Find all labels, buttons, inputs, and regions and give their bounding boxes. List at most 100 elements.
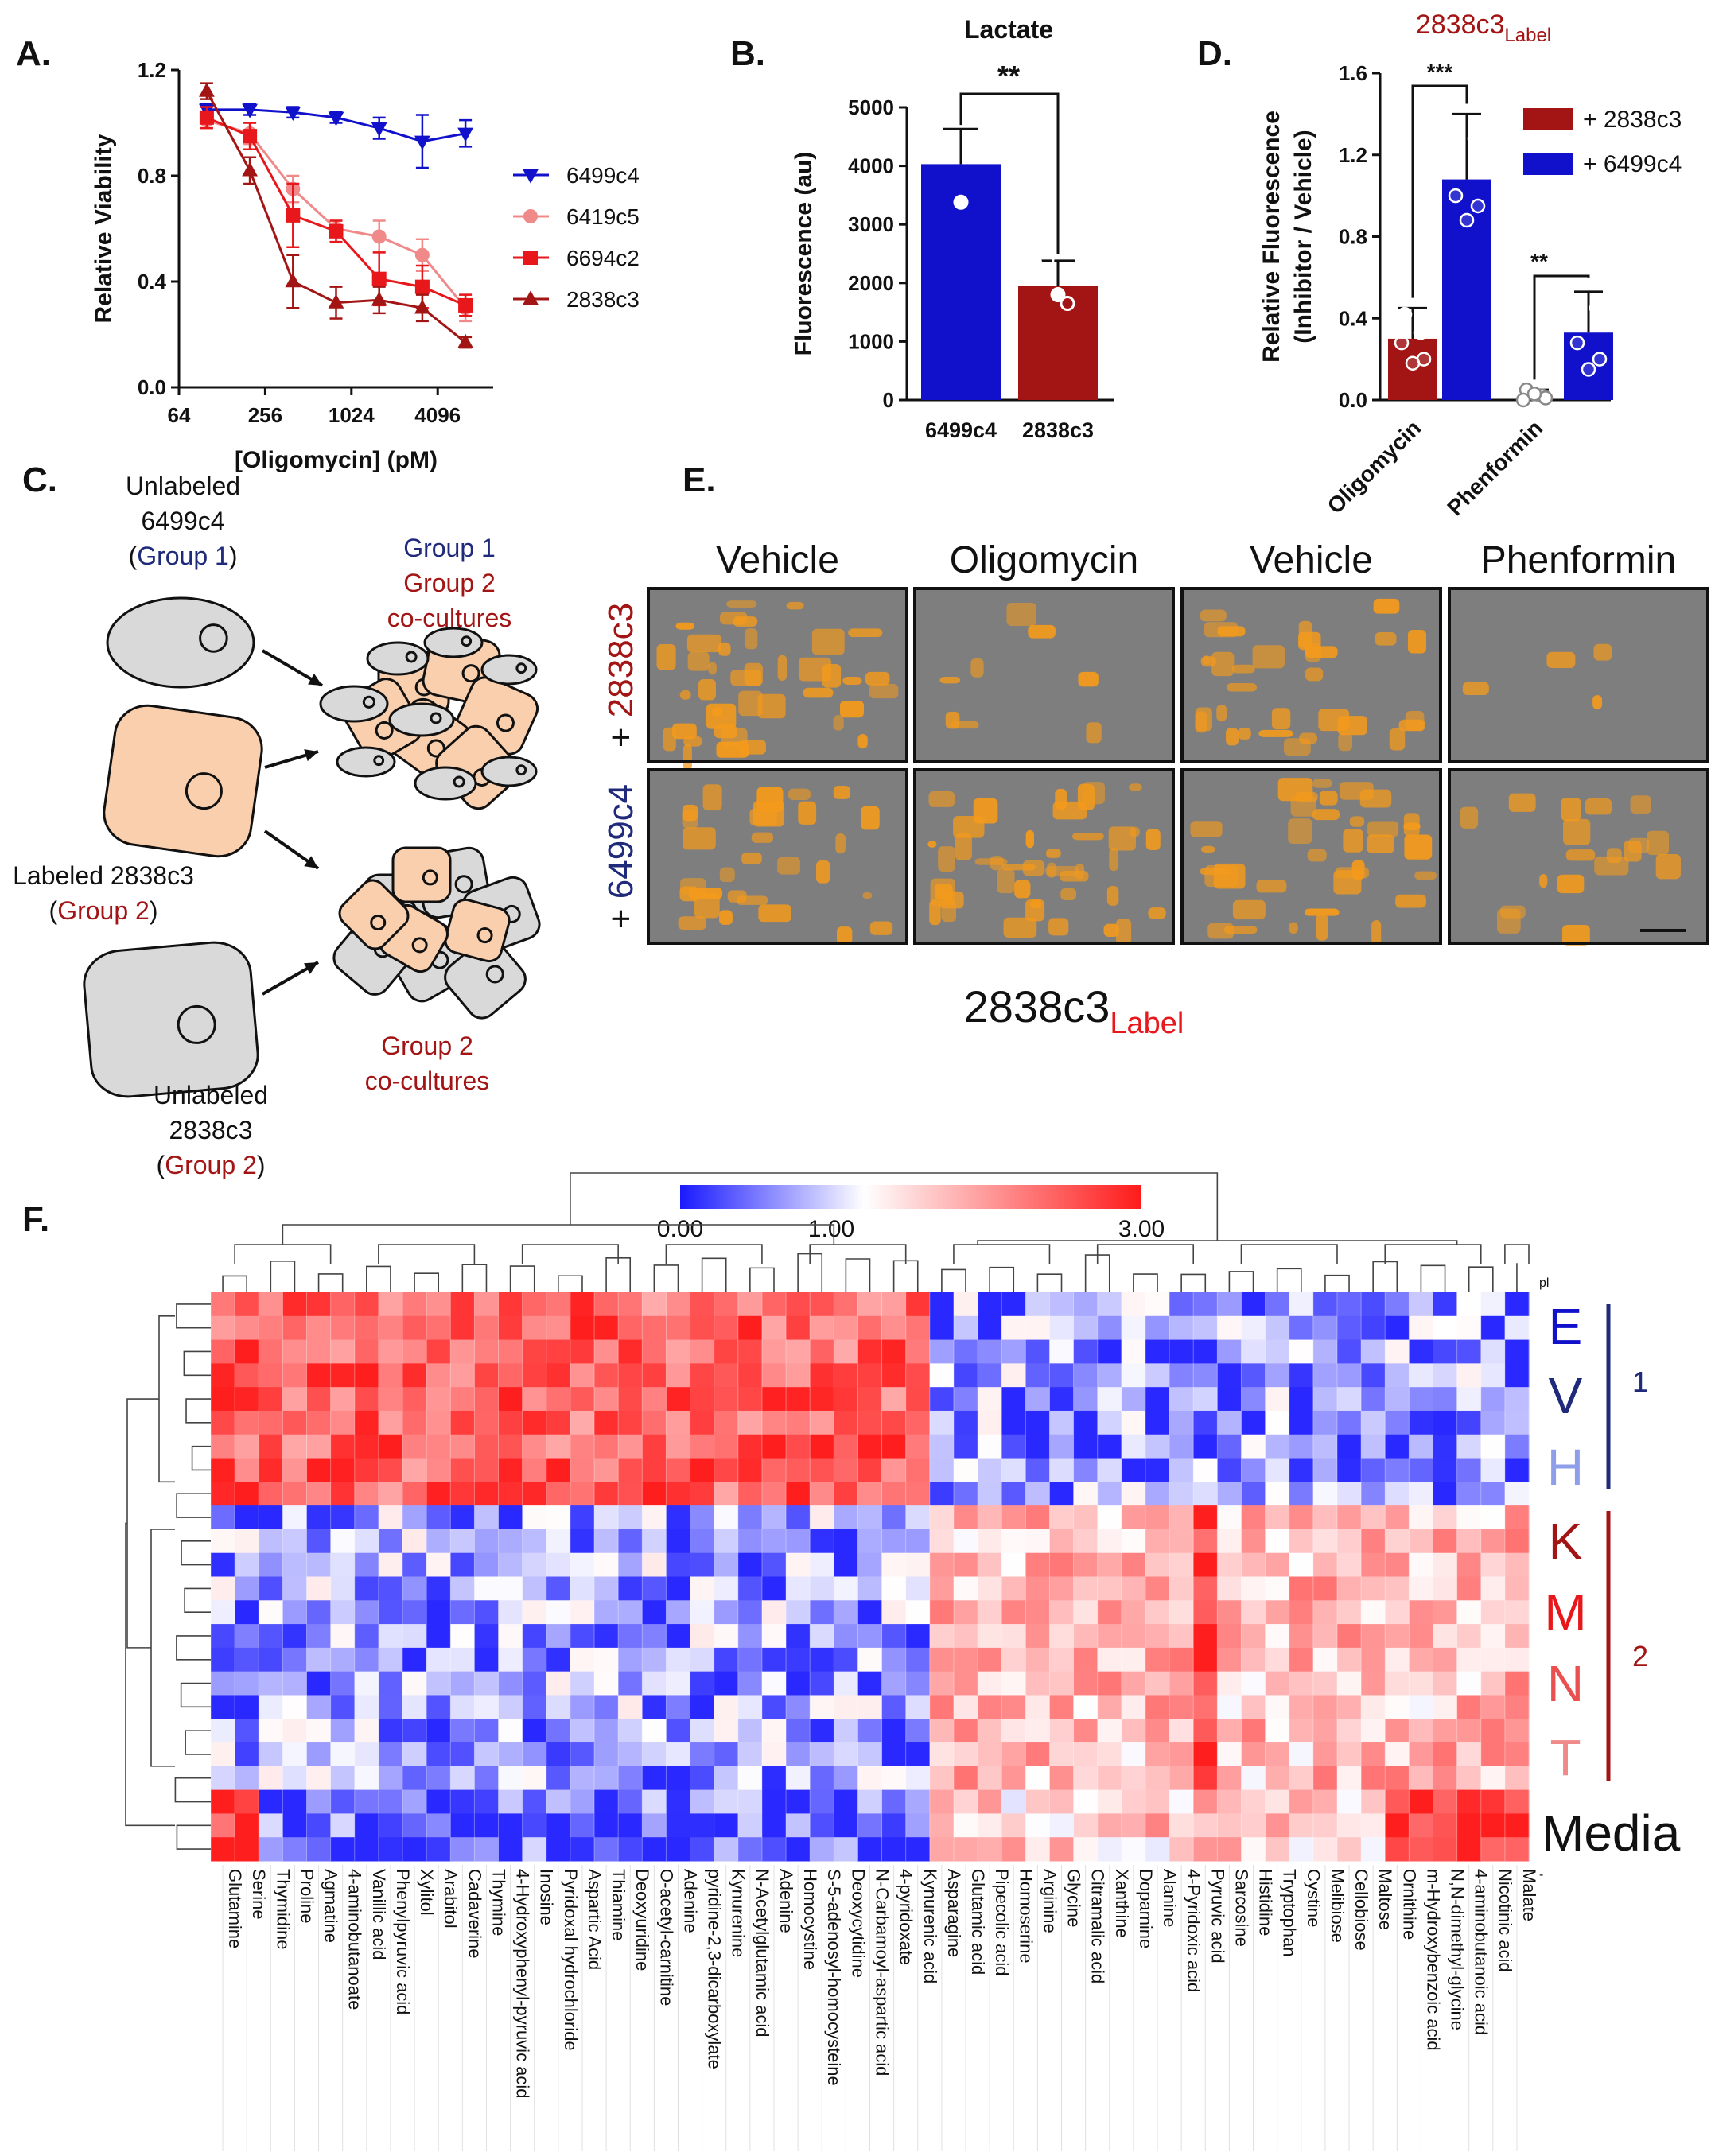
fluorescent-cell-patch — [702, 784, 722, 811]
metabolite-label: 4-Hydroxyphenyl-pyruvic acid — [513, 1869, 533, 2099]
heatmap-cell — [642, 1315, 667, 1341]
heatmap-cell — [953, 1458, 978, 1482]
heatmap-cell — [1433, 1505, 1458, 1530]
heatmap-cell — [426, 1505, 451, 1530]
heatmap-cell — [450, 1742, 475, 1767]
heatmap-cell — [378, 1505, 403, 1530]
heatmap-cell — [235, 1315, 259, 1341]
heatmap-cell — [594, 1387, 619, 1412]
cell-nucleus — [185, 772, 223, 810]
heatmap-cell — [1456, 1576, 1482, 1601]
heatmap-cell — [1265, 1837, 1290, 1862]
heatmap-cell — [1121, 1410, 1146, 1435]
heatmap-cell — [1217, 1552, 1242, 1577]
cell-body — [336, 746, 396, 778]
heatmap-cell — [211, 1292, 235, 1317]
heatmap-cell — [235, 1695, 259, 1719]
heatmap-cell — [714, 1647, 739, 1672]
y-axis-label-line2: (Inhibitor / Vehicle) — [1290, 130, 1316, 343]
heatmap-cell — [978, 1647, 1002, 1672]
heatmap-cell — [594, 1600, 619, 1625]
fluorescent-cell-patch — [1628, 837, 1650, 853]
heatmap-cell — [546, 1624, 571, 1649]
fluorescent-cell-patch — [1289, 922, 1298, 934]
heatmap-cell — [666, 1789, 691, 1814]
metabolite-label: Malate — [1519, 1869, 1539, 1921]
heatmap-cell — [1145, 1671, 1170, 1696]
heatmap-cell — [1265, 1789, 1290, 1814]
heatmap-cell — [737, 1363, 763, 1388]
heatmap-cell — [881, 1624, 907, 1649]
heatmap-cell — [690, 1576, 715, 1601]
heatmap-cell — [1456, 1482, 1482, 1506]
data-point — [371, 271, 387, 286]
micrograph-6499c4-vehicle — [647, 768, 908, 945]
heatmap-cell — [1097, 1505, 1122, 1530]
heatmap-cell — [810, 1576, 834, 1601]
heatmap-cell — [594, 1434, 619, 1459]
heatmap-cell — [810, 1434, 834, 1459]
heatmap-cell — [881, 1671, 907, 1696]
heatmap-cell — [546, 1410, 571, 1435]
heatmap-cell — [426, 1695, 451, 1719]
heatmap-cell — [929, 1766, 955, 1791]
y-tick-label: 0 — [883, 388, 894, 412]
heatmap-cell — [978, 1363, 1002, 1388]
heatmap-cell — [1001, 1482, 1026, 1506]
fluorescent-cell-patch — [822, 664, 842, 688]
y-tick-label: 4000 — [848, 154, 894, 178]
heatmap-cell — [1480, 1576, 1506, 1601]
fluorescent-cell-patch — [858, 733, 868, 749]
heatmap-cell — [1504, 1600, 1530, 1625]
heatmap-cell — [211, 1766, 235, 1791]
fluorescent-cell-patch — [1072, 833, 1104, 841]
heatmap-cell — [330, 1647, 356, 1672]
heatmap-cell — [858, 1482, 883, 1506]
row-group-label-K: K — [1549, 1513, 1583, 1570]
heatmap-cell — [737, 1458, 763, 1482]
heatmap-cell — [1241, 1552, 1266, 1577]
heatmap-cell — [1145, 1624, 1170, 1649]
heatmap-cell — [259, 1552, 283, 1577]
heatmap-cell — [474, 1647, 500, 1672]
row-name: 2838c3 — [601, 603, 640, 717]
heatmap-cell — [1456, 1624, 1482, 1649]
heatmap-cell — [1312, 1292, 1338, 1317]
heatmap-cell — [450, 1292, 475, 1317]
heatmap-cell — [1456, 1552, 1482, 1577]
heatmap-cell — [1001, 1789, 1026, 1814]
fluorescent-cell-patch — [694, 892, 720, 919]
heatmap-cell — [1049, 1813, 1075, 1838]
label-coculture-bottom: co-cultures — [365, 1066, 490, 1095]
heatmap-cell — [978, 1576, 1002, 1601]
heatmap-cell — [666, 1505, 691, 1530]
heatmap-cell — [1265, 1576, 1290, 1601]
heatmap-cell — [594, 1552, 619, 1577]
fluorescent-cell-patch — [1546, 651, 1576, 668]
metabolite-label: pyridine-2,3-dicarboxylate — [705, 1869, 725, 2069]
heatmap-cell — [1361, 1505, 1386, 1530]
fluorescent-cell-patch — [1003, 917, 1037, 938]
heatmap-cell — [1433, 1410, 1458, 1435]
heatmap-cell — [1504, 1719, 1530, 1743]
fluorescent-cell-patch — [1211, 651, 1235, 677]
heatmap-cell — [978, 1695, 1002, 1719]
heatmap-cell — [761, 1434, 787, 1459]
heatmap-cell — [1336, 1719, 1362, 1743]
heatmap-cell — [810, 1482, 834, 1506]
heatmap-cell — [1121, 1576, 1146, 1601]
heatmap-cell — [1241, 1813, 1266, 1838]
fluorescent-cell-patch — [861, 806, 880, 830]
heatmap-cell — [1361, 1695, 1386, 1719]
heatmap-cell — [570, 1458, 595, 1482]
heatmap-cell — [211, 1719, 235, 1743]
heatmap-cell — [1289, 1647, 1314, 1672]
fluorescent-cell-patch — [869, 684, 899, 699]
fluorescent-cell-patch — [788, 788, 811, 801]
heatmap-cell — [1073, 1482, 1099, 1506]
heatmap-cell — [1361, 1719, 1386, 1743]
heatmap-cell — [1193, 1387, 1218, 1412]
fluorescent-cell-patch — [733, 616, 758, 627]
heatmap-cell — [666, 1813, 691, 1838]
heatmap-cell — [570, 1695, 595, 1719]
